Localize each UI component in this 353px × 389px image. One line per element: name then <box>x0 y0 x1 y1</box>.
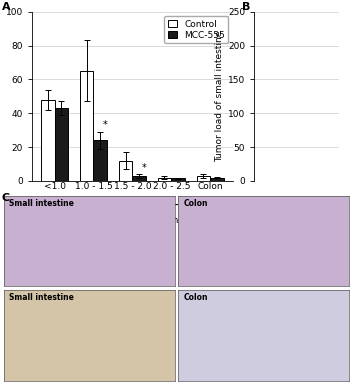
Bar <box>41 100 54 181</box>
Y-axis label: Tumor load of small intestine: Tumor load of small intestine <box>215 31 224 162</box>
Bar <box>132 176 146 181</box>
Text: *: * <box>103 120 108 130</box>
Bar <box>210 177 224 181</box>
Bar <box>119 161 132 181</box>
Bar <box>80 71 94 181</box>
Text: Small intestine: Small intestine <box>9 293 73 301</box>
Bar <box>171 178 185 181</box>
Text: Colon: Colon <box>184 199 208 208</box>
Text: Small intestine: Small intestine <box>9 199 73 208</box>
Bar <box>94 140 107 181</box>
Bar <box>158 177 171 181</box>
Text: *: * <box>142 163 146 173</box>
Y-axis label: No. of polyps/mouse: No. of polyps/mouse <box>0 50 1 142</box>
Text: C: C <box>2 193 10 203</box>
Legend: Control, MCC-555: Control, MCC-555 <box>164 16 228 43</box>
Text: Colon: Colon <box>184 293 208 301</box>
Text: A: A <box>2 2 10 12</box>
Text: Diameter (mm) of polyps in small intestine: Diameter (mm) of polyps in small intesti… <box>16 216 210 225</box>
Text: B: B <box>242 2 250 12</box>
Bar <box>197 176 210 181</box>
Bar <box>54 108 68 181</box>
